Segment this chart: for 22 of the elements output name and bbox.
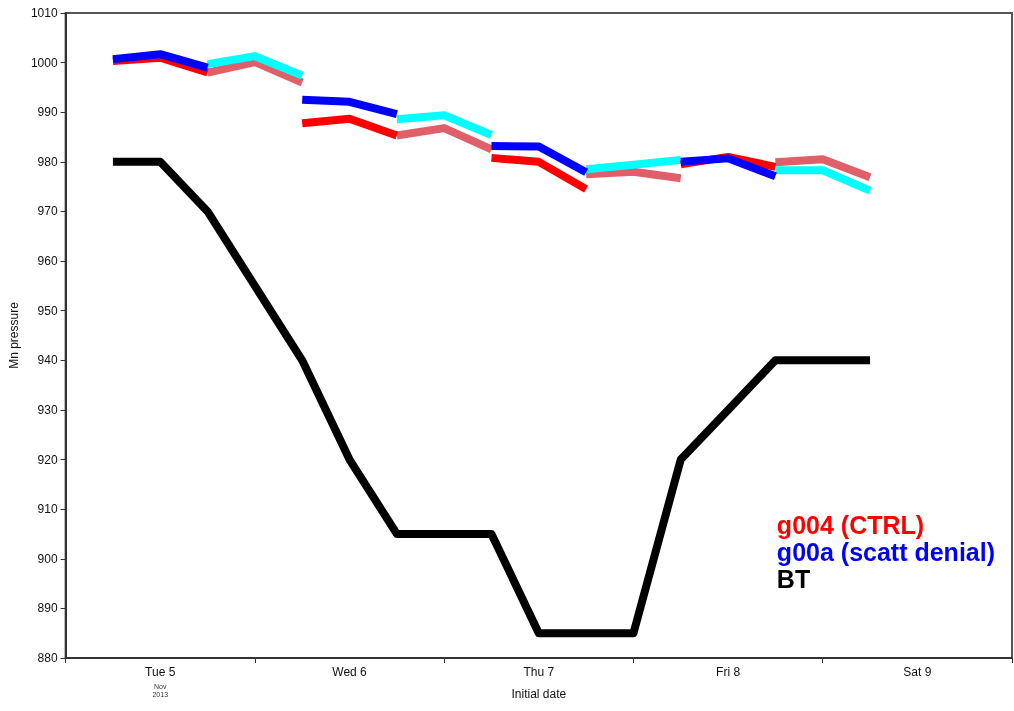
x-tick-label: Tue 5 [145,665,176,679]
y-tick-label: 910 [37,502,58,517]
y-tick-label: 990 [37,105,58,120]
y-tick-label: 940 [37,353,58,368]
x-tick-label: Wed 6 [332,665,368,679]
y-tick-label: 890 [37,601,58,616]
y-tick-label: 980 [37,154,58,169]
text: g004 (CTRL) [776,510,925,539]
y-tick-label: 960 [37,254,58,269]
y-tick-label: 950 [37,303,58,318]
x-tick-label: Thu 7 [523,665,555,679]
y-axis-title: Mn pressure [7,301,21,369]
x-tick-label: Sat 9 [903,665,932,679]
y-tick-label: 920 [37,452,58,467]
x-tick-label: Fri 8 [716,665,741,679]
y-tick-label: 930 [37,402,58,417]
y-tick-label: 1000 [30,55,58,70]
y-tick-label: 880 [37,651,58,665]
x-axis-title: Initial date [511,687,567,701]
y-tick-label: 1010 [30,6,58,20]
y-tick-label: 970 [37,204,58,219]
y-tick-label: 900 [37,551,58,566]
